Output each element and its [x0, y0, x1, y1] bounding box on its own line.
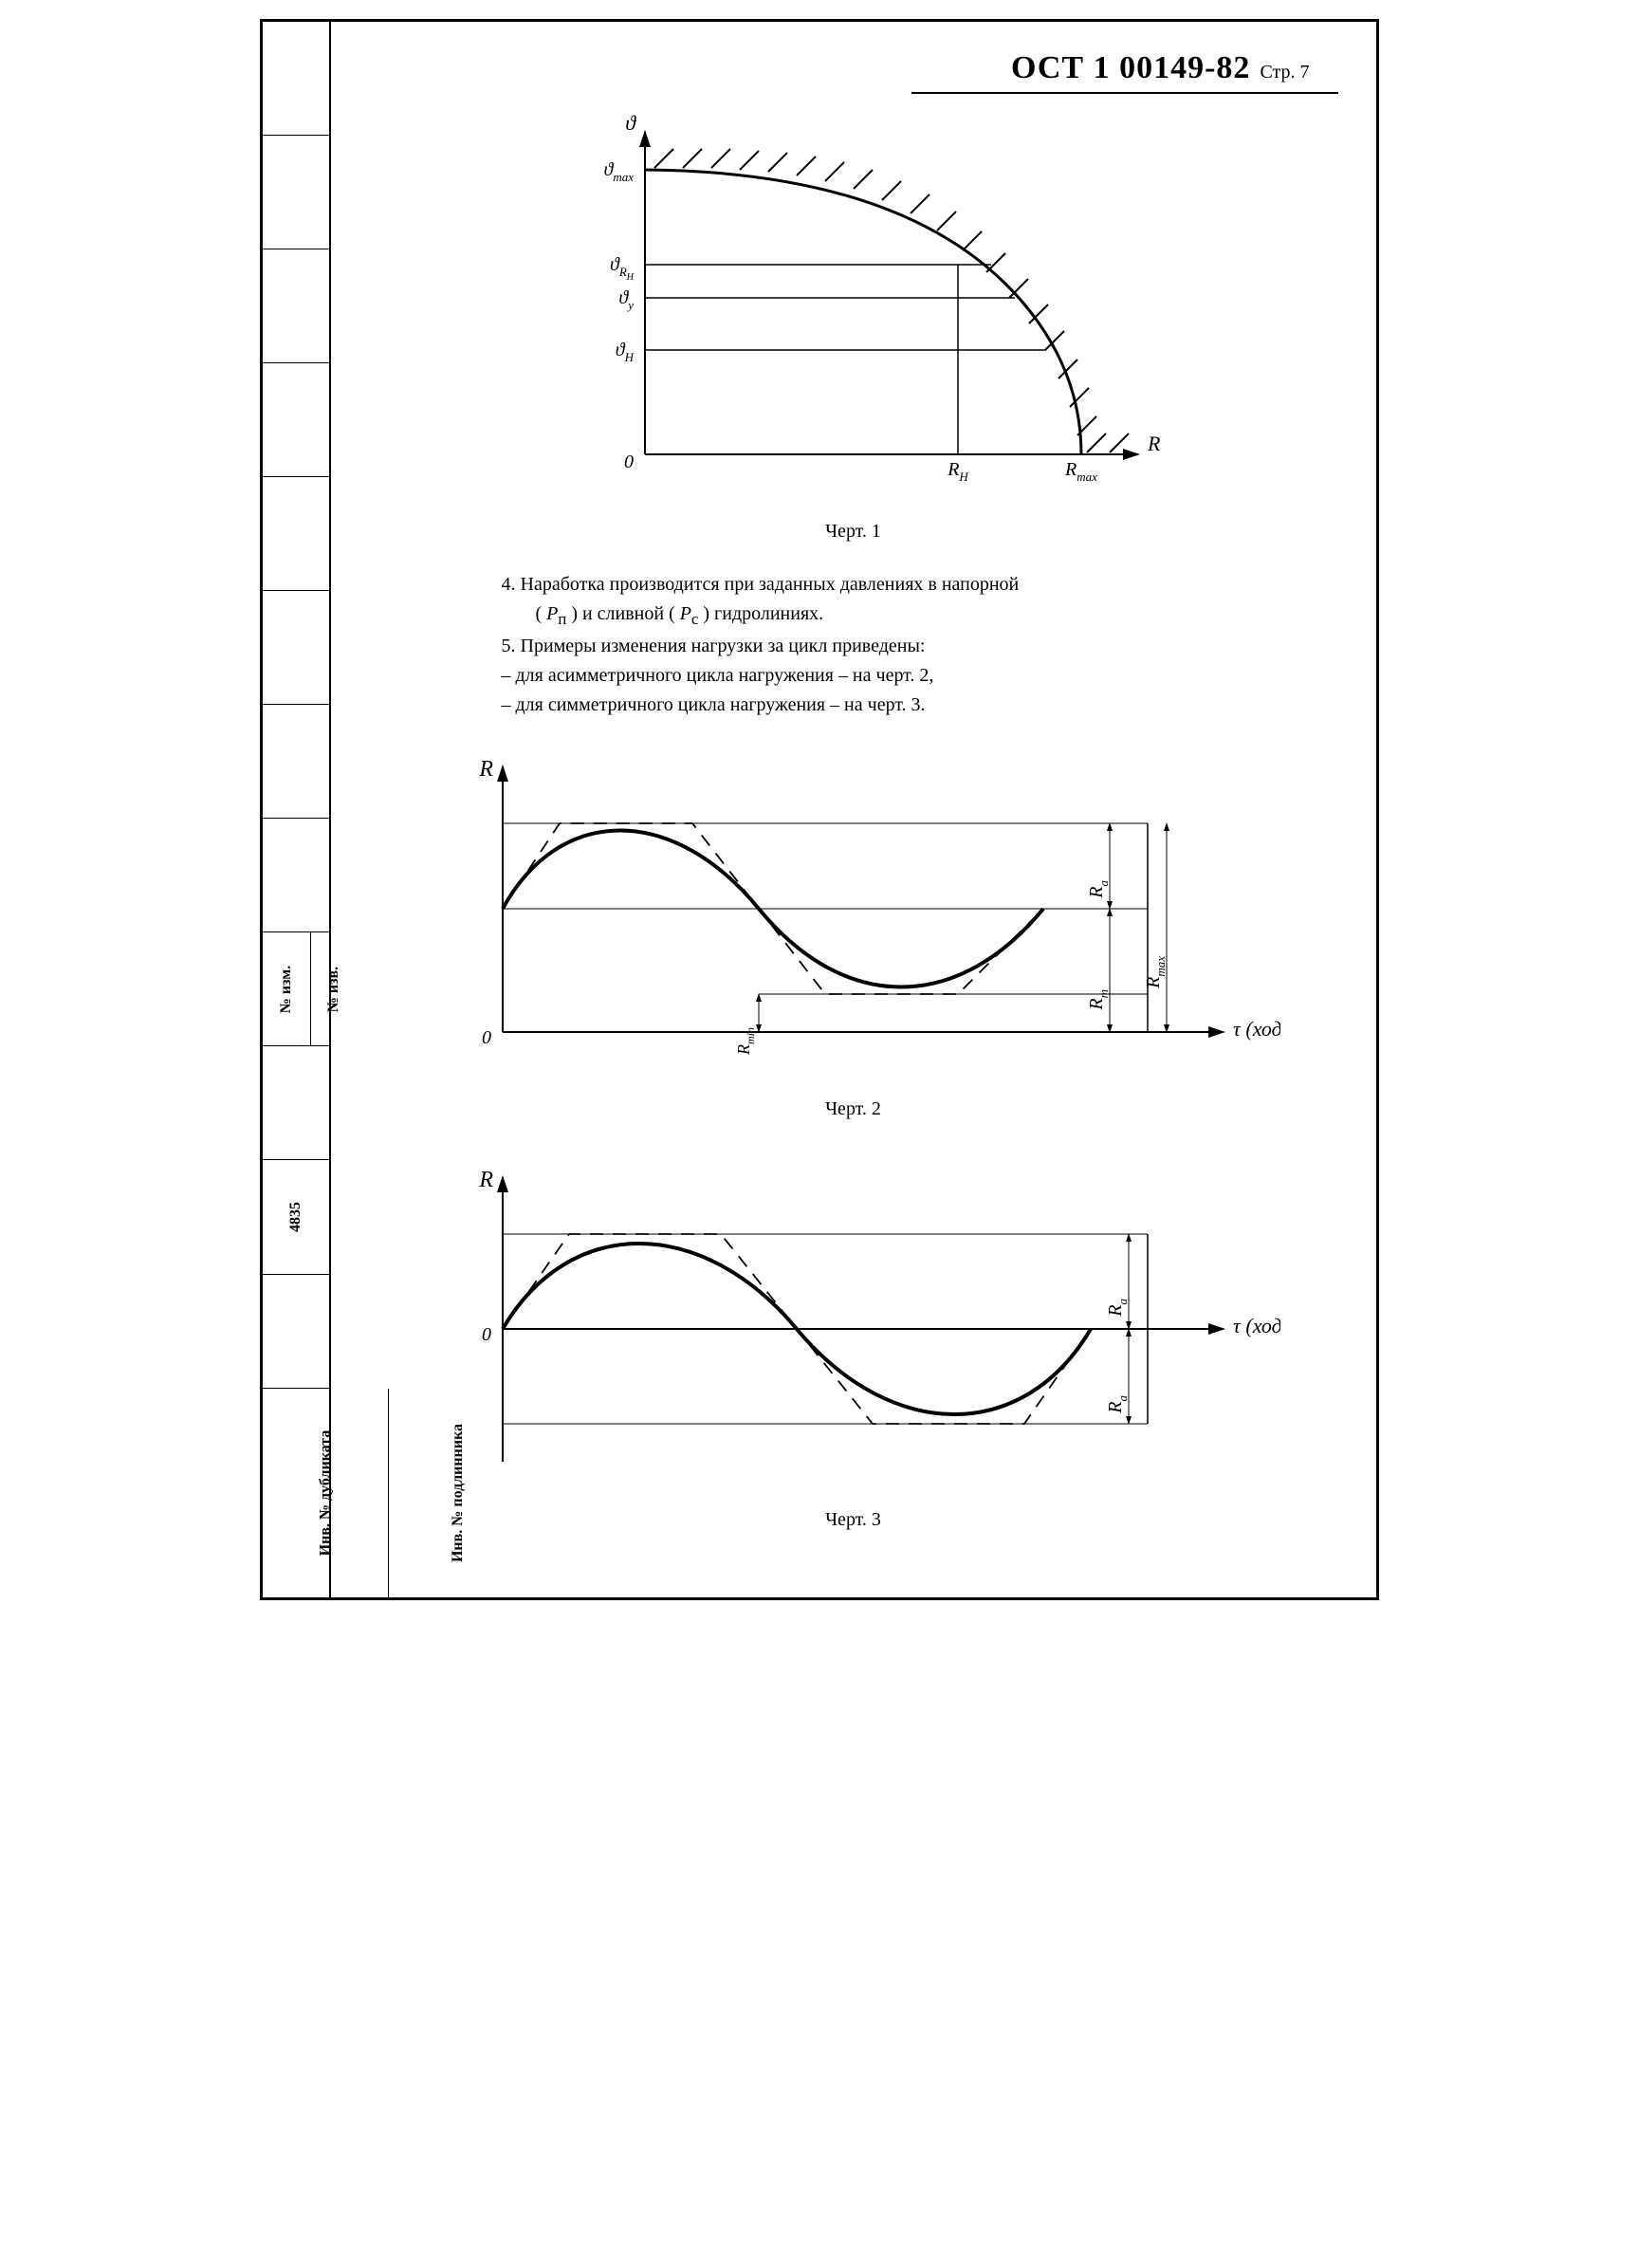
para-4b: ( Pп ) и сливной ( Pс ) гидролиниях.	[502, 600, 1300, 631]
figure-3: R τ (ход) 0 Ra Ra	[427, 1158, 1280, 1500]
para-5: 5. Примеры изменения нагрузки за цикл пр…	[502, 633, 1300, 660]
document-id: ОСТ 1 00149-82	[1011, 50, 1250, 85]
figure-2-caption: Черт. 2	[369, 1098, 1338, 1120]
svg-text:ϑH: ϑH	[615, 340, 634, 364]
sidebar-number: 4835	[287, 1202, 304, 1232]
page-number: Стр. 7	[1260, 62, 1309, 83]
fig1-x-axis: R	[1147, 432, 1161, 455]
figure-2: R τ (ход) 0 Rmin Ra	[427, 747, 1280, 1089]
svg-text:ϑRH: ϑRH	[609, 254, 634, 283]
figure-1-caption: Черт. 1	[369, 521, 1338, 543]
fig3-x-axis: τ (ход)	[1233, 1314, 1280, 1337]
figure-1: ϑ R 0	[512, 113, 1195, 511]
figure-3-caption: Черт. 3	[369, 1509, 1338, 1531]
page-header: ОСТ 1 00149-82 Стр. 7	[911, 41, 1338, 94]
fig2-y-axis: R	[478, 757, 493, 782]
fig3-y-axis: R	[478, 1168, 493, 1192]
para-5a: – для асимметричного цикла нагружения – …	[502, 662, 1300, 690]
svg-text:Rmax: Rmax	[1064, 459, 1097, 484]
svg-text:Rmax: Rmax	[1143, 956, 1168, 989]
svg-text:RH: RH	[947, 459, 968, 484]
document-frame: № изм. № изв. 4835 Инв. № дубликата Инв.…	[260, 19, 1379, 1600]
svg-text:Ra: Ra	[1105, 1299, 1130, 1318]
fig2-x-axis: τ (ход)	[1233, 1017, 1280, 1041]
svg-text:ϑmax: ϑmax	[603, 159, 634, 184]
fig1-y-axis: ϑ	[625, 113, 636, 135]
fig1-origin: 0	[624, 452, 634, 472]
para-5b: – для симметричного цикла нагружения – н…	[502, 691, 1300, 719]
svg-text:ϑy: ϑy	[618, 287, 634, 312]
svg-text:Rm: Rm	[1086, 989, 1111, 1011]
svg-text:Ra: Ra	[1086, 880, 1111, 899]
page-content: ОСТ 1 00149-82 Стр. 7 ϑ R 0	[331, 22, 1376, 1597]
fig2-origin: 0	[482, 1027, 491, 1048]
fig3-origin: 0	[482, 1324, 491, 1345]
sidebar-izm1: № изм.	[278, 965, 295, 1012]
para-4: 4. Наработка производится при заданных д…	[502, 571, 1300, 599]
svg-text:Ra: Ra	[1105, 1395, 1130, 1414]
revision-sidebar: № изм. № изв. 4835 Инв. № дубликата Инв.…	[263, 22, 331, 1597]
body-text: 4. Наработка производится при заданных д…	[502, 571, 1300, 719]
